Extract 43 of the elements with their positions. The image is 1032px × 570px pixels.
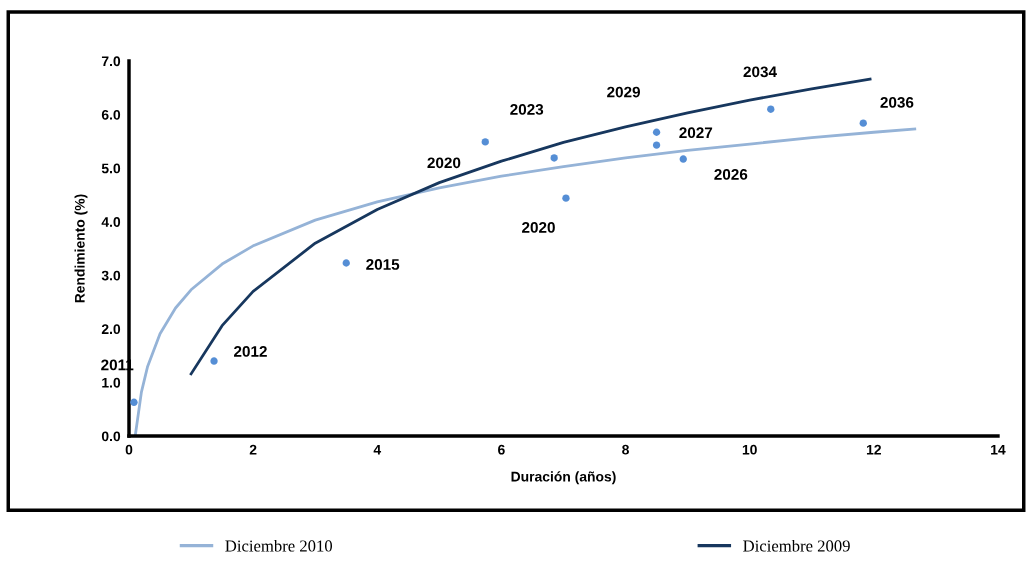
point: [652, 128, 661, 136]
y-tick-label: 0.0: [101, 431, 121, 442]
point: [481, 138, 489, 146]
annotation: 2036: [880, 96, 914, 108]
x-tick-label: 2: [249, 444, 257, 455]
x-tick-label: 6: [498, 444, 505, 455]
point: [562, 194, 570, 202]
y-axis-title: Rendimiento (%): [74, 194, 88, 303]
point: [342, 259, 350, 267]
y-tick-label: 7.0: [101, 56, 121, 67]
x-tick-label: 10: [742, 444, 757, 455]
point: [550, 154, 558, 162]
annotation: 2015: [366, 259, 400, 270]
y-tick-label: 3.0: [101, 270, 121, 281]
line-series: [189, 77, 872, 376]
point: [130, 398, 138, 406]
legend-label: Diciembre 2010: [225, 539, 333, 552]
x-tick-label: 12: [866, 444, 881, 455]
y-tick-label: 6.0: [101, 109, 121, 120]
annotation: 2026: [714, 168, 748, 180]
x-tick-label: 4: [373, 444, 382, 455]
x-tick-label: 14: [991, 444, 1006, 455]
line-series: [133, 127, 917, 437]
y-tick-label: 5.0: [101, 163, 121, 174]
annotation: 2029: [607, 86, 640, 98]
point: [767, 105, 775, 113]
legend-label: Diciembre 2009: [743, 539, 850, 552]
point: [859, 119, 867, 127]
x-tick-label: 0: [125, 444, 133, 455]
y-tick-label: 4.0: [101, 217, 121, 227]
x-tick-label: 8: [622, 444, 629, 455]
point: [210, 357, 218, 365]
x-axis-title: Duración (años): [511, 471, 616, 485]
annotation: 2034: [743, 66, 777, 78]
y-tick-label: 2.0: [101, 324, 121, 335]
y-tick-label: 1.0: [102, 377, 121, 388]
annotation: 2020: [427, 157, 461, 169]
point: [652, 141, 661, 149]
annotation: 2027: [679, 127, 713, 139]
point: [679, 155, 687, 163]
annotation: 2023: [510, 104, 544, 115]
annotation: 2012: [234, 345, 267, 357]
annotation: 2020: [522, 221, 555, 233]
